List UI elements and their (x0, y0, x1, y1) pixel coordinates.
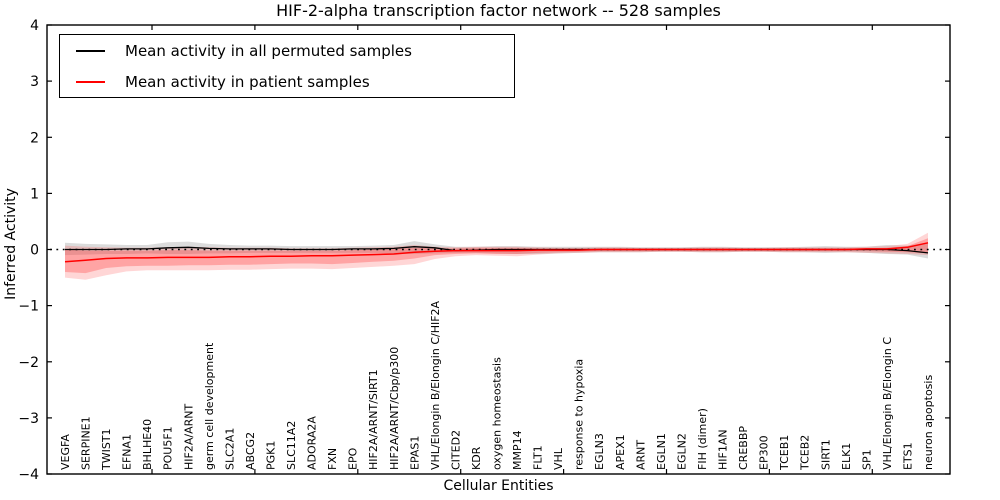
x-category-label: EGLN3 (593, 433, 606, 470)
y-tick-label: −1 (18, 299, 39, 315)
y-tick-labels: −4 −3 −2 −1 0 1 2 3 4 (18, 18, 39, 483)
x-category-label: EP300 (758, 435, 771, 470)
permuted-line-sample-icon (76, 49, 105, 52)
x-category-label: VHL/Elongin B/Elongin C (881, 337, 894, 470)
legend-label: Mean activity in all permuted samples (125, 41, 412, 60)
x-category-label: MMP14 (511, 430, 524, 470)
x-category-label: TWIST1 (100, 428, 113, 471)
x-category-label: CITED2 (449, 430, 462, 470)
x-category-label: ABCG2 (244, 432, 257, 470)
y-tick-label: 1 (30, 186, 39, 202)
x-category-label: FIH (dimer) (696, 408, 709, 470)
x-category-label: response to hypoxia (573, 359, 586, 470)
x-category-label: HIF2A/ARNT/Cbp/p300 (388, 347, 401, 470)
series-1-band-0 (65, 232, 928, 280)
x-category-label: VEGFA (59, 434, 72, 470)
y-axis-ticks (47, 24, 950, 475)
y-tick-label: −2 (18, 355, 39, 371)
y-tick-label: 3 (30, 74, 39, 90)
x-category-label: TCEB1 (778, 435, 791, 471)
x-category-label: SIRT1 (819, 439, 832, 470)
x-category-label: FXN (326, 448, 339, 470)
y-tick-label: −4 (18, 467, 39, 483)
legend-item-patient: Mean activity in patient samples (60, 66, 514, 97)
x-category-label: POU5F1 (162, 426, 175, 470)
y-tick-label: 0 (30, 243, 39, 259)
y-tick-label: −3 (18, 411, 39, 427)
x-category-label: ARNT (634, 440, 647, 470)
x-category-label: EPAS1 (408, 436, 421, 470)
x-category-label: HIF2A/ARNT (182, 404, 195, 470)
x-category-label: APEX1 (614, 434, 627, 470)
x-category-label: oxygen homeostasis (491, 357, 504, 470)
x-category-label: KDR (470, 446, 483, 470)
series-1-line (64, 242, 929, 263)
x-category-label: BHLHE40 (141, 419, 154, 470)
x-category-label: SLC2A1 (223, 428, 236, 470)
legend-item-permuted: Mean activity in all permuted samples (60, 35, 514, 66)
legend-label: Mean activity in patient samples (125, 72, 370, 91)
x-category-label: HIF2A/ARNT/SIRT1 (367, 369, 380, 470)
x-category-label: SP1 (860, 449, 873, 470)
x-category-label: CREBBP (737, 426, 750, 470)
x-category-label: germ cell development (203, 342, 216, 470)
x-category-label: ELK1 (840, 443, 853, 470)
x-category-label: SERPINE1 (80, 416, 93, 470)
x-category-label: EGLN2 (675, 433, 688, 470)
x-category-label: ADORA2A (306, 416, 319, 470)
chart-title: HIF-2-alpha transcription factor network… (276, 1, 721, 20)
x-category-label: HIF1AN (717, 429, 730, 470)
y-tick-label: 4 (30, 18, 39, 34)
x-category-label: VHL (552, 447, 565, 470)
series-1-band-1 (65, 238, 928, 274)
x-category-label: ETS1 (902, 442, 915, 470)
patient-line-sample-icon (76, 80, 105, 83)
x-category-label: TCEB2 (799, 435, 812, 471)
x-category-label: EFNA1 (121, 434, 134, 470)
x-category-label: neuron apoptosis (922, 375, 935, 470)
x-axis-ticks (151, 25, 873, 474)
x-category-label: VHL/Elongin B/Elongin C/HIF2A (429, 300, 442, 470)
x-category-label: PGK1 (265, 441, 278, 470)
y-tick-label: 2 (30, 130, 39, 146)
x-category-label: EPO (347, 447, 360, 470)
x-axis-label: Cellular Entities (443, 478, 554, 494)
x-category-label: SLC11A2 (285, 421, 298, 470)
x-category-label: FLT1 (532, 445, 545, 470)
x-category-label: EGLN1 (655, 433, 668, 470)
legend: Mean activity in all permuted samples Me… (59, 34, 515, 98)
x-category-labels: VEGFA SERPINE1 TWIST1 EFNA1 BHLHE40 POU5F1 HIF… (59, 300, 935, 471)
